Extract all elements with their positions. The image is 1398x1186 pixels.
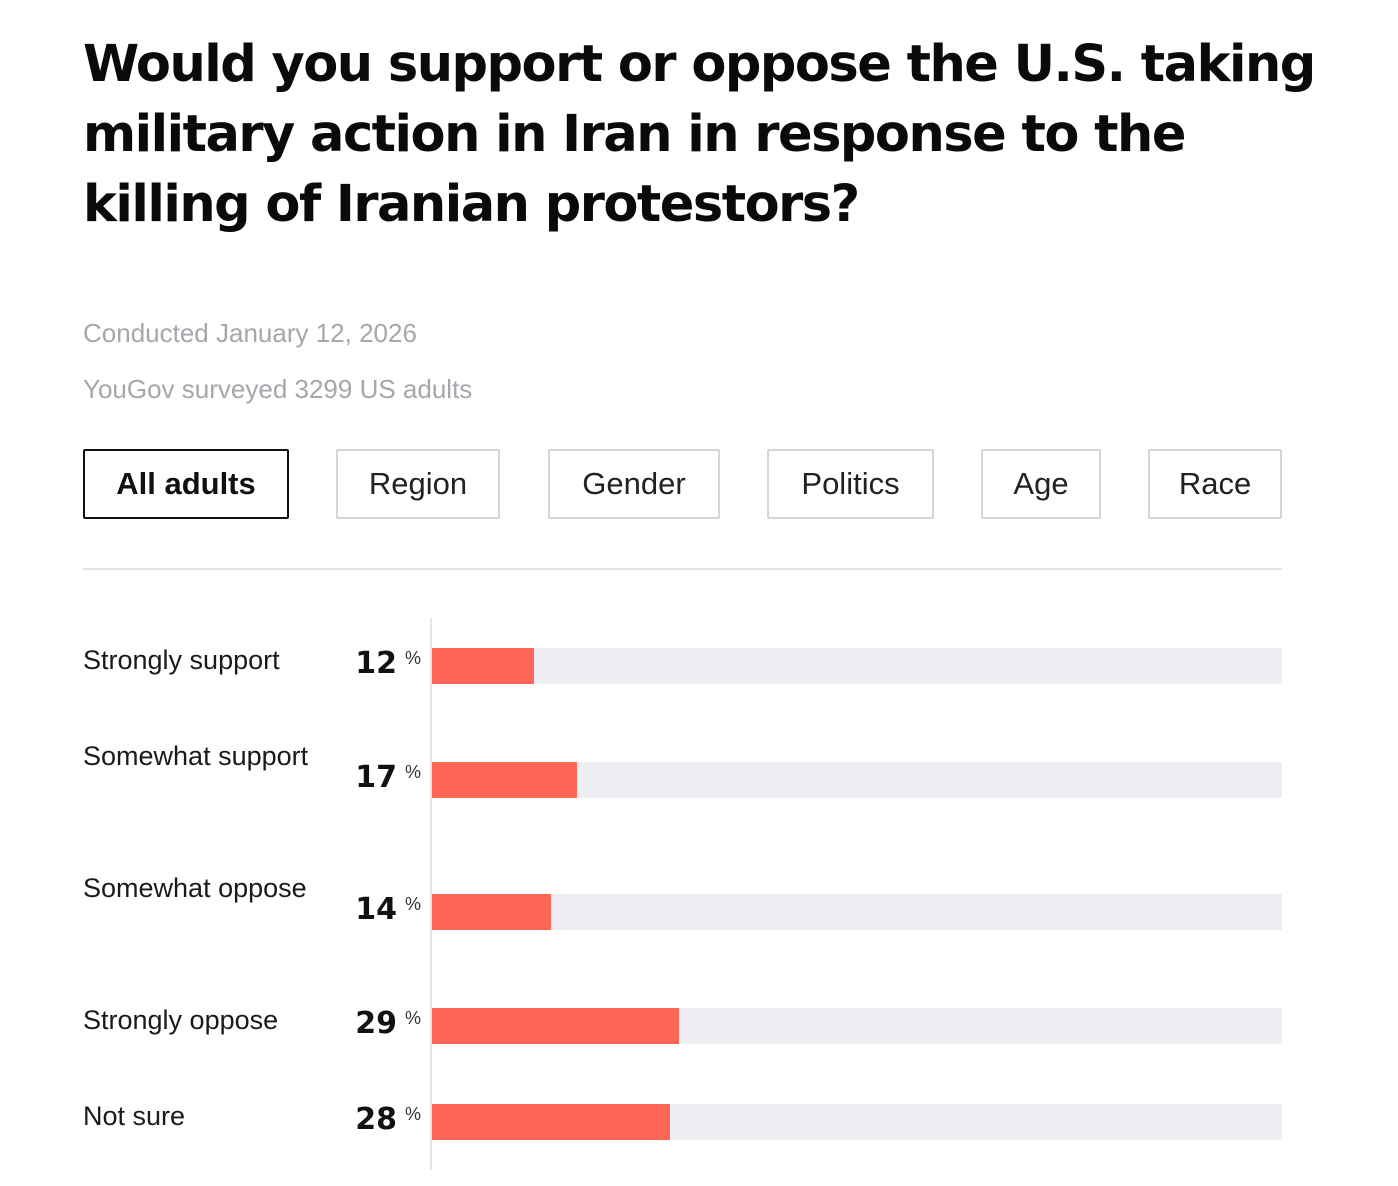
bar-track	[432, 648, 1282, 684]
percent-sign: %	[405, 648, 422, 668]
row-label-strongly-oppose: Strongly oppose	[83, 1005, 279, 1035]
percent-sign: %	[405, 894, 422, 914]
bar-track	[432, 1104, 1282, 1140]
bar-track	[432, 762, 1282, 798]
row-label-somewhat-support: Somewhat support	[83, 741, 309, 771]
tab-gender[interactable]: Gender	[548, 449, 720, 519]
breakdown-tabs: All adults Region Gender Politics Age Ra…	[83, 449, 1282, 519]
value-label-strongly-oppose: 29	[355, 1006, 397, 1041]
bar-strongly-oppose	[432, 1008, 679, 1044]
section-divider	[83, 568, 1282, 570]
question-title: Would you support or oppose the U.S. tak…	[83, 35, 1316, 234]
value-label-somewhat-oppose: 14	[355, 892, 397, 927]
value-label-somewhat-support: 17	[355, 760, 397, 795]
bar-track	[432, 894, 1282, 930]
value-label-strongly-support: 12	[355, 646, 397, 681]
tab-race[interactable]: Race	[1148, 449, 1282, 519]
percent-sign: %	[405, 762, 422, 782]
axis-line	[430, 618, 432, 1170]
row-label-somewhat-oppose: Somewhat oppose	[83, 873, 307, 903]
bar-somewhat-oppose	[432, 894, 551, 930]
percent-sign: %	[405, 1008, 422, 1028]
bar-not-sure	[432, 1104, 670, 1140]
tab-age[interactable]: Age	[981, 449, 1101, 519]
row-label-strongly-support: Strongly support	[83, 645, 280, 675]
survey-date: Conducted January 12, 2026	[83, 318, 417, 348]
survey-source: YouGov surveyed 3299 US adults	[83, 374, 473, 404]
row-label-not-sure: Not sure	[83, 1101, 186, 1131]
percent-sign: %	[405, 1104, 422, 1124]
bar-track	[432, 1008, 1282, 1044]
tab-region[interactable]: Region	[336, 449, 500, 519]
bar-somewhat-support	[432, 762, 577, 798]
tab-politics[interactable]: Politics	[767, 449, 934, 519]
value-label-not-sure: 28	[355, 1102, 397, 1137]
bar-strongly-support	[432, 648, 534, 684]
tab-all-adults[interactable]: All adults	[83, 449, 289, 519]
